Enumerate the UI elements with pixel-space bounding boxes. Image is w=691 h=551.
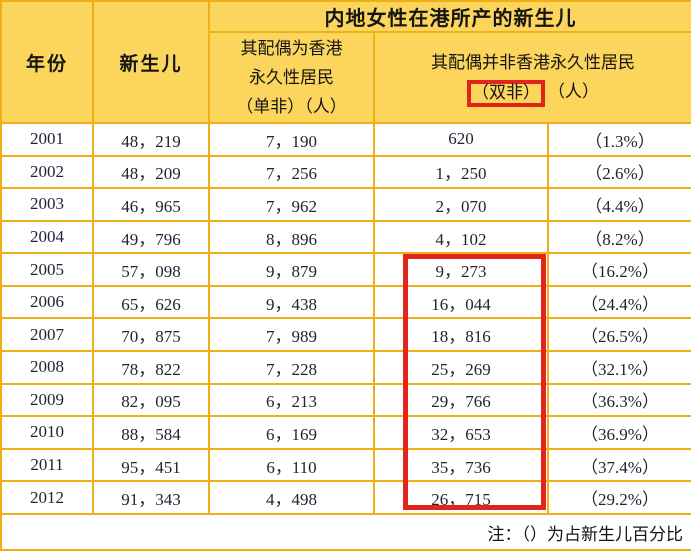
cell-percentage: （1.3%） <box>546 122 691 157</box>
cell-year: 2004 <box>0 219 94 255</box>
cell-double-non: 16，044 <box>373 284 549 320</box>
header-row-sub: 其配偶为香港 永久性居民 （单非）（人） 其配偶并非香港永久性居民 （双非） （人… <box>1 31 691 124</box>
double-non-unit-label: （人） <box>548 82 600 102</box>
cell-double-non: 35，736 <box>373 447 549 483</box>
cell-double-non: 18，816 <box>373 317 549 353</box>
cell-year: 2003 <box>0 187 94 222</box>
double-non-red-box-label: （双非） <box>467 80 546 107</box>
cell-newborns: 48，219 <box>92 122 210 157</box>
cell-percentage: （16.2%） <box>546 252 691 287</box>
cell-newborns: 70，875 <box>92 317 210 353</box>
table-row: 2007 70，875 7，989 18，816 （26.5%） <box>0 317 691 353</box>
cell-single-non: 6，213 <box>208 382 375 418</box>
cell-double-non: 32，653 <box>373 415 549 450</box>
cell-newborns: 46，965 <box>92 187 210 222</box>
spanning-header-title: 内地女性在港所产的新生儿 <box>207 0 691 33</box>
cell-year: 2005 <box>0 252 94 287</box>
table-row: 2011 95，451 6，110 35，736 （37.4%） <box>0 447 691 483</box>
cell-percentage: （8.2%） <box>546 219 691 255</box>
table-row: 2002 48，209 7，256 1，250 （2.6%） <box>0 154 691 190</box>
cell-newborns: 91，343 <box>92 480 210 515</box>
cell-percentage: （37.4%） <box>546 447 691 483</box>
cell-newborns: 49，796 <box>92 219 210 255</box>
cell-year: 2012 <box>0 480 94 515</box>
cell-newborns: 65，626 <box>92 284 210 320</box>
table-row: 2008 78，822 7，228 25，269 （32.1%） <box>0 350 691 385</box>
single-non-line2: 永久性居民 <box>249 68 334 87</box>
cell-single-non: 9，438 <box>208 284 375 320</box>
cell-single-non: 8，896 <box>208 219 375 255</box>
cell-single-non: 7，256 <box>208 154 375 190</box>
table-row: 2006 65，626 9，438 16，044 （24.4%） <box>0 284 691 320</box>
double-non-line2: （双非） （人） <box>376 77 690 107</box>
cell-single-non: 4，498 <box>208 480 375 515</box>
cell-double-non: 26，715 <box>373 480 549 515</box>
table-row: 2010 88，584 6，169 32，653 （36.9%） <box>0 415 691 450</box>
table-body: 2001 48，219 7，190 620 （1.3%） 2002 48，209 7，256 1… <box>0 122 691 515</box>
cell-year: 2001 <box>0 122 94 157</box>
column-header-year: 年份 <box>0 0 94 124</box>
single-non-line1: 其配偶为香港 <box>240 39 343 58</box>
table-row: 2012 91，343 4，498 26，715 （29.2%） <box>0 480 691 515</box>
cell-percentage: （36.3%） <box>546 382 691 418</box>
double-non-line1: 其配偶并非香港永久性居民 <box>431 53 636 73</box>
table-row: 2004 49，796 8，896 4，102 （8.2%） <box>0 219 691 255</box>
cell-newborns: 48，209 <box>92 154 210 190</box>
cell-double-non: 29，766 <box>373 382 549 418</box>
cell-percentage: （36.9%） <box>546 415 691 450</box>
cell-year: 2002 <box>0 154 94 190</box>
cell-percentage: （24.4%） <box>546 284 691 320</box>
cell-year: 2010 <box>0 415 94 450</box>
note-row: 注：（）为占新生儿百分比 <box>0 513 691 551</box>
cell-year: 2007 <box>0 317 94 353</box>
cell-double-non: 4，102 <box>373 219 549 255</box>
cell-percentage: （4.4%） <box>546 187 691 222</box>
table-row: 2003 46，965 7，962 2，070 （4.4%） <box>0 187 691 222</box>
cell-single-non: 7，190 <box>208 122 375 157</box>
column-header-newborns: 新生儿 <box>92 0 210 124</box>
cell-percentage: （26.5%） <box>546 317 691 353</box>
cell-year: 2008 <box>0 350 94 385</box>
cell-percentage: （2.6%） <box>546 154 691 190</box>
cell-newborns: 82，095 <box>92 382 210 418</box>
cell-year: 2006 <box>0 284 94 320</box>
cell-single-non: 7，228 <box>208 350 375 385</box>
cell-double-non: 2，070 <box>373 187 549 222</box>
cell-single-non: 6，110 <box>208 447 375 483</box>
cell-double-non: 9，273 <box>373 252 549 287</box>
cell-double-non: 1，250 <box>373 154 549 190</box>
cell-double-non: 620 <box>373 122 549 157</box>
cell-year: 2009 <box>0 382 94 418</box>
cell-single-non: 9，879 <box>208 252 375 287</box>
cell-newborns: 88，584 <box>92 415 210 450</box>
cell-newborns: 57，098 <box>92 252 210 287</box>
single-non-line3: （单非）（人） <box>236 97 347 116</box>
cell-single-non: 6，169 <box>208 415 375 450</box>
cell-newborns: 78，822 <box>92 350 210 385</box>
cell-newborns: 95，451 <box>92 447 210 483</box>
cell-year: 2011 <box>0 447 94 483</box>
cell-single-non: 7，962 <box>208 187 375 222</box>
table-row: 2009 82，095 6，213 29，766 （36.3%） <box>0 382 691 418</box>
cell-percentage: （29.2%） <box>546 480 691 515</box>
table-row: 2005 57，098 9，879 9，273 （16.2%） <box>0 252 691 287</box>
table-row: 2001 48，219 7，190 620 （1.3%） <box>0 122 691 157</box>
column-header-single-non: 其配偶为香港 永久性居民 （单非）（人） <box>208 31 375 124</box>
cell-single-non: 7，989 <box>208 317 375 353</box>
table-note: 注：（）为占新生儿百分比 <box>0 513 691 551</box>
cell-percentage: （32.1%） <box>546 350 691 385</box>
column-header-double-non: 其配偶并非香港永久性居民 （双非） （人） <box>372 31 691 124</box>
header-row-span: 年份 新生儿 内地女性在港所产的新生儿 <box>0 0 691 124</box>
cell-double-non: 25，269 <box>373 350 549 385</box>
